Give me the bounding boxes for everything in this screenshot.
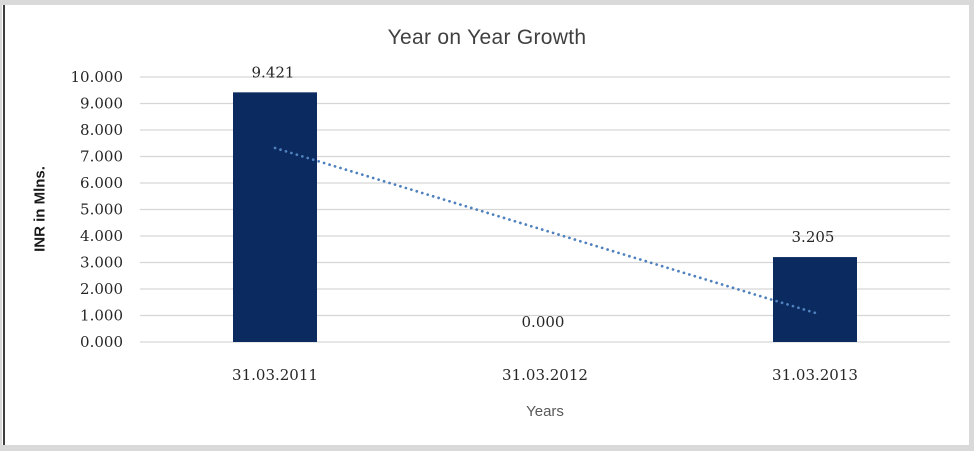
y-tick-label: 5.000 bbox=[80, 201, 123, 219]
y-tick-label: 2.000 bbox=[80, 280, 123, 298]
y-tick-label: 6.000 bbox=[80, 174, 123, 192]
chart-border-right bbox=[969, 5, 974, 445]
y-tick-label: 3.000 bbox=[80, 254, 123, 272]
data-label: 9.421 bbox=[252, 63, 295, 81]
x-axis-title: Years bbox=[526, 403, 564, 420]
chart-border-left bbox=[0, 5, 2, 445]
x-category-label: 31.03.2012 bbox=[502, 366, 588, 384]
data-label: 0.000 bbox=[522, 313, 565, 331]
data-label: 3.205 bbox=[792, 228, 835, 246]
y-tick-label: 9.000 bbox=[80, 95, 123, 113]
x-category-label: 31.03.2013 bbox=[772, 366, 858, 384]
chart-border-bottom bbox=[0, 445, 974, 451]
y-tick-label: 7.000 bbox=[80, 148, 123, 166]
bar[interactable] bbox=[773, 257, 857, 342]
bar[interactable] bbox=[233, 92, 317, 342]
x-category-label: 31.03.2011 bbox=[232, 366, 318, 384]
y-tick-label: 4.000 bbox=[80, 227, 123, 245]
chart-border-left-dark-line bbox=[3, 5, 5, 445]
y-tick-label: 8.000 bbox=[80, 121, 123, 139]
y-tick-label: 10.000 bbox=[71, 68, 124, 86]
y-tick-label: 1.000 bbox=[80, 307, 123, 325]
y-tick-label: 0.000 bbox=[80, 333, 123, 351]
trendline[interactable] bbox=[273, 146, 817, 315]
chart-border-top bbox=[0, 0, 974, 5]
chart-title: Year on Year Growth bbox=[387, 26, 587, 49]
